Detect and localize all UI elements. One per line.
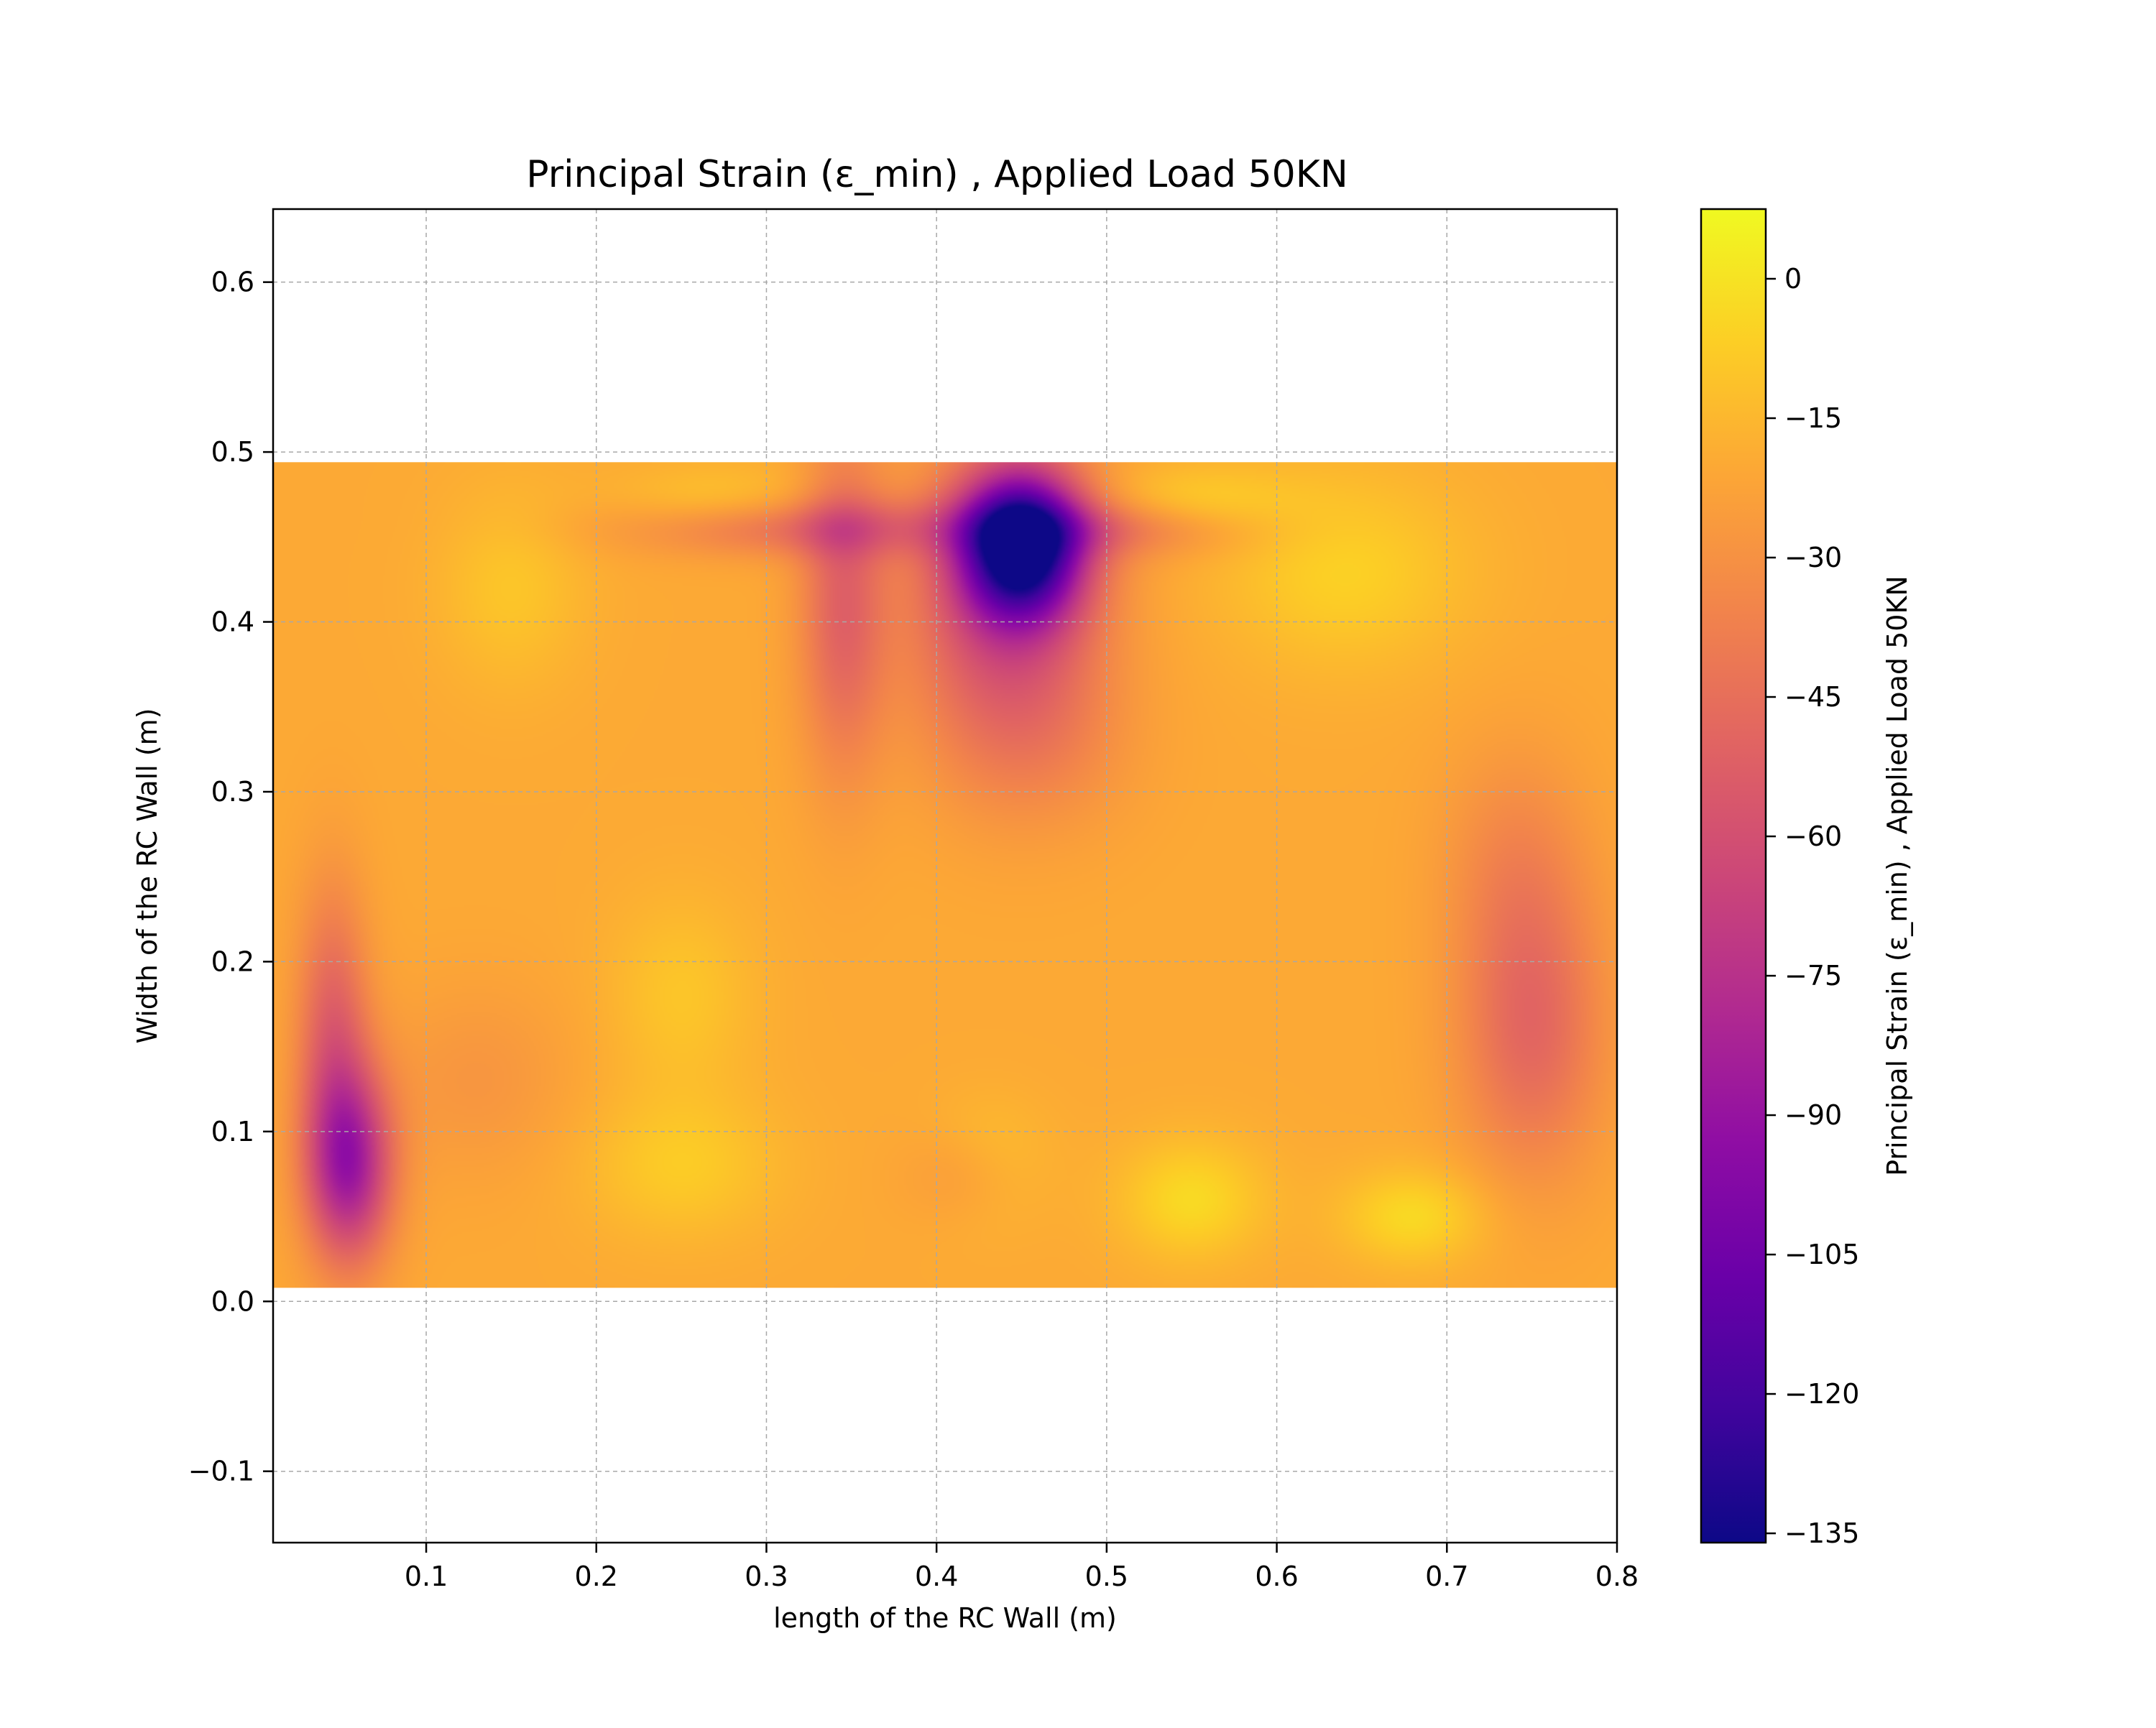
y-tick-label: 0.1 — [211, 1116, 254, 1147]
colorbar-tick-label: −105 — [1784, 1239, 1859, 1270]
x-tick-label: 0.5 — [1085, 1561, 1128, 1592]
strain-heatmap — [273, 462, 1617, 1288]
x-tick-label: 0.7 — [1425, 1561, 1468, 1592]
colorbar-tick-label: −75 — [1784, 960, 1842, 992]
colorbar-tick-label: −120 — [1784, 1378, 1859, 1410]
y-tick-label: −0.1 — [188, 1456, 254, 1487]
y-tick-label: 0.4 — [211, 606, 254, 638]
x-tick-label: 0.6 — [1255, 1561, 1298, 1592]
colorbar-ticks: 0 −15 −30 −45 −60 −75 −90 −105 −120 −135 — [1766, 263, 1859, 1549]
x-tick-label: 0.1 — [405, 1561, 448, 1592]
y-axis: −0.1 0.0 0.1 0.2 0.3 0.4 0.5 0.6 — [188, 267, 273, 1487]
colorbar-tick-label: −45 — [1784, 681, 1842, 713]
colorbar-tick-label: −30 — [1784, 542, 1842, 573]
y-tick-label: 0.3 — [211, 776, 254, 808]
y-tick-label: 0.6 — [211, 267, 254, 298]
colorbar-label: Principal Strain (ε_min) , Applied Load … — [1881, 576, 1913, 1176]
x-tick-label: 0.2 — [575, 1561, 618, 1592]
x-tick-label: 0.8 — [1595, 1561, 1639, 1592]
colorbar-tick-label: −60 — [1784, 821, 1842, 852]
y-tick-label: 0.0 — [211, 1285, 254, 1317]
y-axis-label: Width of the RC Wall (m) — [132, 708, 163, 1043]
y-tick-label: 0.5 — [211, 436, 254, 468]
chart-title: Principal Strain (ε_min) , Applied Load … — [526, 153, 1348, 196]
colorbar-tick-label: −90 — [1784, 1099, 1842, 1131]
colorbar-tick-label: 0 — [1784, 263, 1802, 295]
colorbar-gradient — [1701, 209, 1766, 1543]
colorbar-tick-label: −135 — [1784, 1517, 1859, 1549]
plot-area: 0.1 0.2 0.3 0.4 0.5 0.6 0.7 0.8 −0.10.00.10.20.… — [188, 208, 1639, 1592]
x-axis: 0.1 0.2 0.3 0.4 0.5 0.6 0.7 0.8 — [405, 1543, 1639, 1592]
y-tick-label: 0.2 — [211, 946, 254, 977]
colorbar-tick-label: −15 — [1784, 402, 1842, 434]
x-axis-label: length of the RC Wall (m) — [773, 1602, 1117, 1634]
colorbar: 0 −15 −30 −45 −60 −75 −90 −105 −120 −135 Principa… — [1700, 208, 1913, 1549]
x-tick-label: 0.4 — [915, 1561, 958, 1592]
x-tick-label: 0.3 — [745, 1561, 788, 1592]
grid — [273, 209, 1618, 1543]
plot-frame — [272, 208, 1618, 1544]
colorbar-frame — [1700, 208, 1767, 1544]
